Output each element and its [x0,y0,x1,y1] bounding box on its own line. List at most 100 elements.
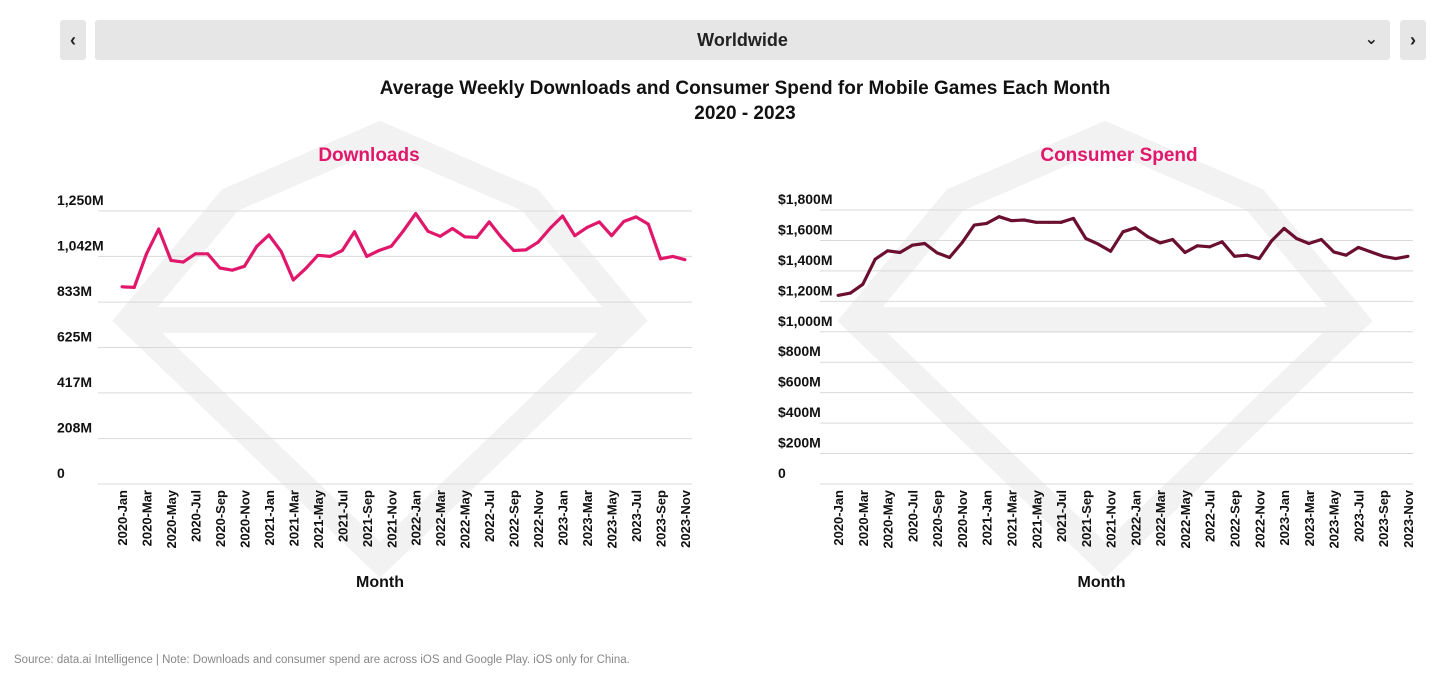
downloads-xtick-label: 2023-Nov [678,489,693,548]
spend-data-point [1307,241,1311,245]
spend-xtick-label: 2021-Sep [1079,490,1094,547]
downloads-data-point [255,245,259,249]
chart-title: Average Weekly Downloads and Consumer Sp… [379,78,1111,99]
downloads-data-point [438,234,442,238]
spend-ytick-label: $1,600M [778,221,832,237]
downloads-ytick-label: 833M [57,283,92,299]
downloads-data-point [169,258,173,262]
downloads-data-point [316,253,320,257]
region-dropdown[interactable]: Worldwide ⌄ [95,20,1390,60]
downloads-data-point [144,252,148,256]
spend-data-point [1257,257,1261,261]
downloads-data-point [242,264,246,268]
spend-data-point [935,251,939,255]
spend-data-point [910,243,914,247]
spend-data-point [1009,219,1013,223]
downloads-data-point [340,249,344,253]
spend-title: Consumer Spend [1040,145,1198,166]
spend-data-point [1059,220,1063,224]
chevron-left-icon: ‹ [70,29,76,50]
spend-data-point [1047,220,1051,224]
downloads-data-point [377,249,381,253]
spend-ytick-label: $400M [778,404,821,420]
spend-data-point [1270,239,1274,243]
previous-button[interactable]: ‹ [60,20,86,60]
spend-xtick-label: 2021-Jan [980,490,995,546]
downloads-xtick-label: 2020-Mar [139,490,154,546]
spend-xtick-label: 2022-Jan [1128,490,1143,546]
downloads-ytick-label: 417M [57,374,92,390]
spend-data-point [923,241,927,245]
downloads-data-point [450,226,454,230]
downloads-xtick-label: 2021-Sep [360,490,375,547]
spend-data-point [861,282,865,286]
downloads-data-point [206,252,210,256]
downloads-data-point [353,230,357,234]
downloads-data-point [120,285,124,289]
downloads-data-point [646,222,650,226]
spend-data-point [972,223,976,227]
downloads-data-point [536,240,540,244]
downloads-xtick-label: 2023-Mar [580,490,595,546]
downloads-data-point [414,212,418,216]
downloads-data-point [561,214,565,218]
downloads-xtick-label: 2020-Jul [188,490,203,542]
downloads-xtick-label: 2023-Jul [629,490,644,542]
spend-xtick-label: 2021-Mar [1004,490,1019,546]
spend-xaxis-label: Month [1078,574,1126,591]
downloads-xtick-label: 2020-Jan [115,490,130,546]
spend-data-point [1084,236,1088,240]
spend-data-point [873,257,877,261]
spend-data-point [1022,218,1026,222]
downloads-data-point [193,252,197,256]
spend-data-point [1171,238,1175,242]
downloads-data-point [622,219,626,223]
downloads-xtick-label: 2021-May [311,489,326,548]
spend-data-point [997,215,1001,219]
downloads-xtick-label: 2022-May [458,489,473,548]
downloads-xtick-label: 2020-Sep [213,490,228,547]
downloads-data-point [365,254,369,258]
spend-xtick-label: 2023-Jul [1351,490,1366,542]
spend-data-point [1356,245,1360,249]
downloads-data-point [610,234,614,238]
spend-data-point [836,293,840,297]
downloads-ytick-label: 1,250M [57,192,104,208]
spend-xtick-label: 2023-Sep [1376,490,1391,547]
spend-data-point [1158,241,1162,245]
downloads-data-point [475,235,479,239]
chevron-right-icon: › [1410,29,1416,50]
spend-data-point [1282,226,1286,230]
spend-ytick-label: $1,200M [778,282,832,298]
spend-xtick-label: 2022-Sep [1228,490,1243,547]
spend-data-point [1109,249,1113,253]
spend-data-point [1233,254,1237,258]
spend-data-point [1406,254,1410,258]
spend-xtick-label: 2021-Nov [1104,489,1119,548]
downloads-data-point [279,249,283,253]
downloads-data-point [597,220,601,224]
watermark-diamond-icon [837,120,1373,579]
downloads-xtick-label: 2020-May [164,489,179,548]
spend-data-point [1369,250,1373,254]
spend-data-point [1195,244,1199,248]
next-button[interactable]: › [1400,20,1426,60]
spend-data-point [886,249,890,253]
downloads-data-point [291,278,295,282]
downloads-data-point [426,229,430,233]
downloads-xtick-label: 2023-Jan [556,490,571,546]
spend-ytick-label: $1,000M [778,313,832,329]
spend-data-point [1146,235,1150,239]
downloads-data-point [573,234,577,238]
downloads-data-point [304,267,308,271]
spend-ytick-label: 0 [778,465,786,481]
downloads-data-point [499,235,503,239]
spend-xtick-label: 2021-May [1029,489,1044,548]
downloads-data-point [328,254,332,258]
downloads-xtick-label: 2022-Nov [531,489,546,548]
spend-ytick-label: $600M [778,374,821,390]
downloads-xtick-label: 2022-Mar [433,490,448,546]
downloads-data-point [548,226,552,230]
downloads-xtick-label: 2023-Sep [654,490,669,547]
